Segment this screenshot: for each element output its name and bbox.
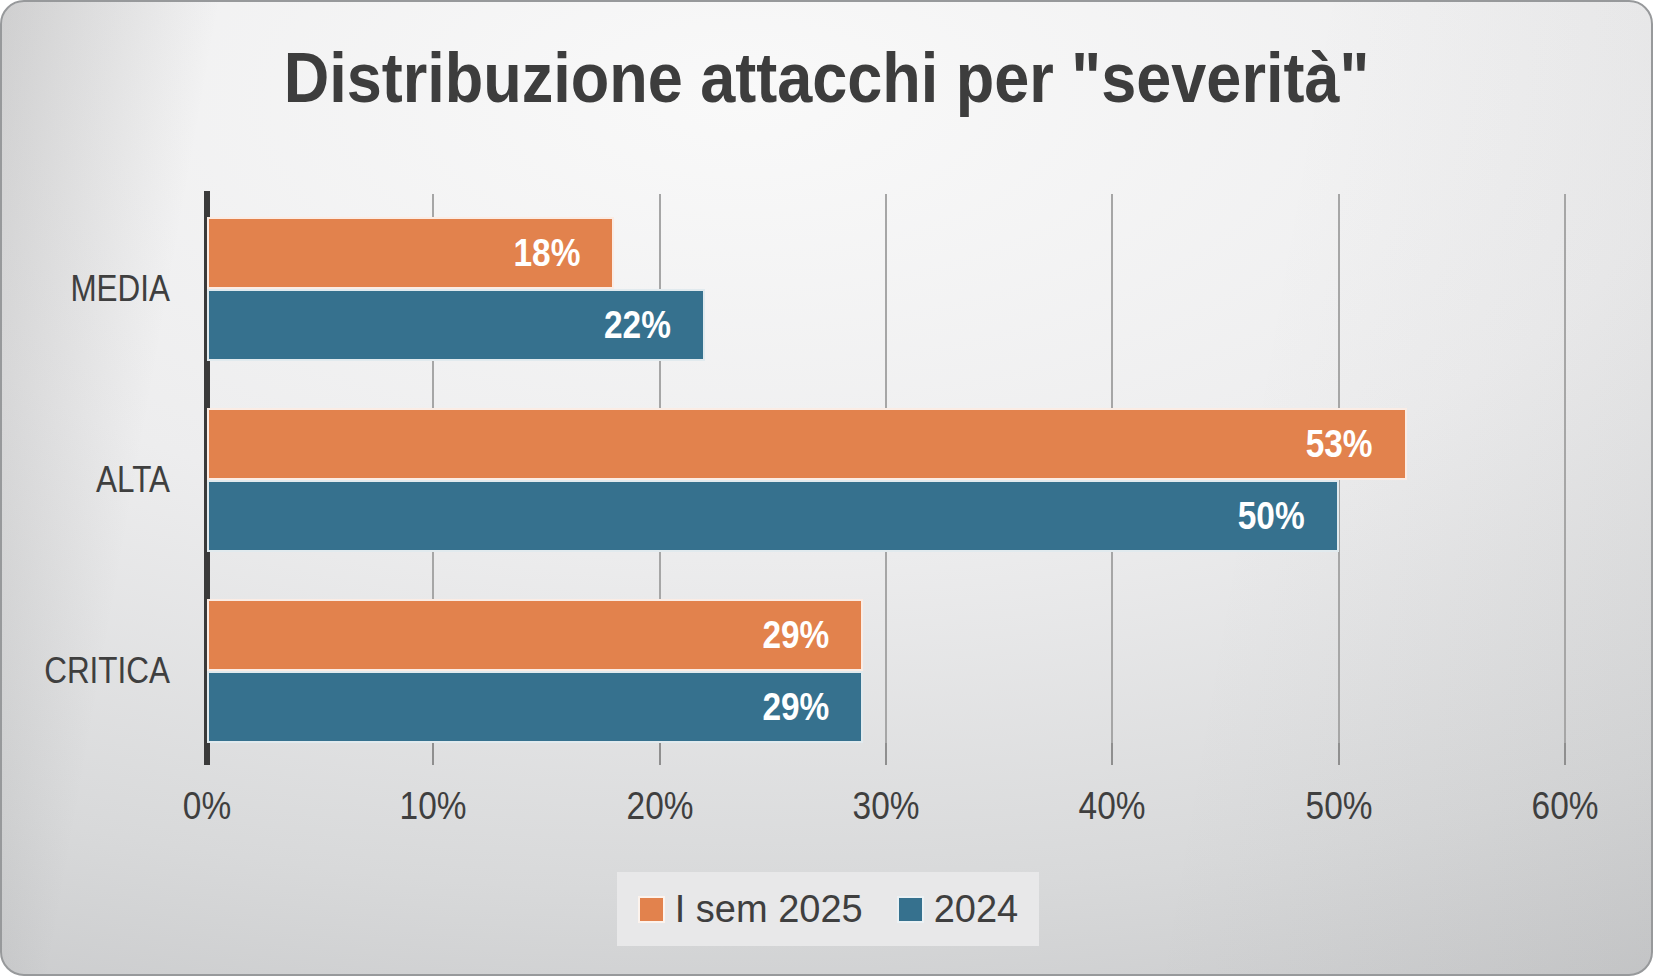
- data-label-2024-alta: 50%: [339, 480, 1305, 552]
- legend-item-2024: 2024: [897, 888, 1019, 931]
- gridline-60%: [1564, 194, 1566, 743]
- axis-tick-60%: [1564, 743, 1566, 765]
- axis-tick-30%: [885, 743, 887, 765]
- axis-tick-20%: [659, 743, 661, 765]
- x-tick-label-0%: 0%: [137, 785, 278, 828]
- x-tick-label-50%: 50%: [1268, 785, 1409, 828]
- category-label-media: MEDIA: [27, 217, 170, 361]
- x-tick-label-40%: 40%: [1042, 785, 1183, 828]
- data-label-2024-critica: 29%: [282, 671, 830, 743]
- x-tick-label-30%: 30%: [816, 785, 957, 828]
- legend-label-2024: 2024: [934, 888, 1019, 931]
- data-label-2024-media: 22%: [263, 289, 671, 361]
- data-label-i-sem-2025-critica: 29%: [282, 599, 830, 671]
- axis-tick-40%: [1111, 743, 1113, 765]
- x-tick-label-60%: 60%: [1495, 785, 1636, 828]
- category-label-critica: CRITICA: [27, 599, 170, 743]
- legend: I sem 2025 2024: [617, 872, 1039, 946]
- chart: Distribuzione attacchi per "severità" 0%…: [0, 0, 1653, 976]
- legend-swatch-2024: [897, 896, 924, 923]
- axis-tick-10%: [432, 743, 434, 765]
- chart-title: Distribuzione attacchi per "severità": [84, 38, 1568, 118]
- legend-item-i-sem-2025: I sem 2025: [638, 888, 863, 931]
- legend-label-i-sem-2025: I sem 2025: [675, 888, 863, 931]
- legend-swatch-i-sem-2025: [638, 896, 665, 923]
- data-label-i-sem-2025-media: 18%: [252, 217, 581, 289]
- axis-tick-50%: [1338, 743, 1340, 765]
- x-tick-label-10%: 10%: [363, 785, 504, 828]
- data-label-i-sem-2025-alta: 53%: [347, 408, 1373, 480]
- category-label-alta: ALTA: [27, 408, 170, 552]
- x-tick-label-20%: 20%: [589, 785, 730, 828]
